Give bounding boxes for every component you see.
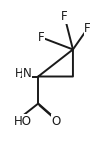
- Text: HO: HO: [14, 115, 32, 128]
- Text: O: O: [52, 115, 61, 128]
- Text: H: H: [15, 67, 24, 80]
- Text: F: F: [84, 22, 91, 35]
- Text: N: N: [23, 67, 32, 80]
- Text: F: F: [38, 31, 45, 44]
- Text: F: F: [61, 10, 68, 23]
- Text: 2: 2: [20, 71, 25, 80]
